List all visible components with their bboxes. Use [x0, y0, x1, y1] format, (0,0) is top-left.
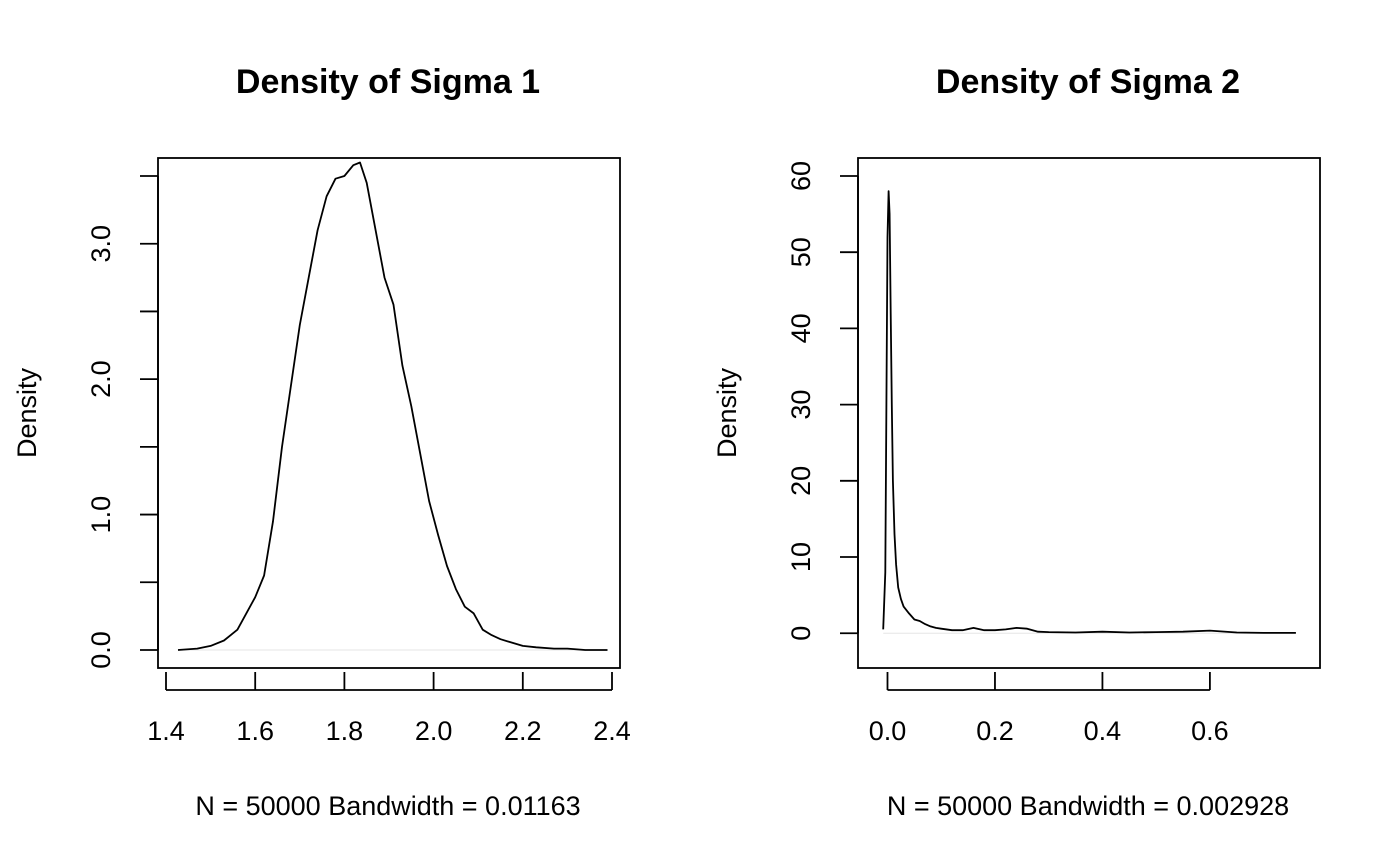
- series-group: [882, 190, 1296, 634]
- series-group: [177, 161, 608, 651]
- x-tick-label: 0.6: [1191, 716, 1229, 746]
- y-tick-label: 50: [786, 237, 816, 267]
- x-tick-label: 2.4: [593, 716, 631, 746]
- y-tick-label: 1.0: [86, 496, 116, 534]
- y-tick-label: 0.0: [86, 631, 116, 669]
- plot-frame: [857, 157, 1321, 669]
- y-tick-label: 20: [786, 466, 816, 496]
- x-tick-label: 2.2: [504, 716, 542, 746]
- x-tick-label: 1.4: [147, 716, 185, 746]
- x-tick-label: 2.0: [415, 716, 453, 746]
- density-line: [177, 161, 608, 651]
- density-panel-sigma-1: Density of Sigma 1 1.4 1.6 1.8 2.0 2.2 2.4 0.…: [12, 63, 631, 821]
- chart-title: Density of Sigma 1: [236, 63, 540, 101]
- x-tick-label: 1.8: [326, 716, 364, 746]
- x-tick-label: 0.4: [1084, 716, 1122, 746]
- x-tick-label: 0.0: [869, 716, 907, 746]
- x-axis: 1.4 1.6 1.8 2.0 2.2 2.4: [147, 672, 631, 746]
- y-axis: 0 10 20 30 40 50 60: [786, 161, 859, 641]
- x-axis: 0.0 0.2 0.4 0.6: [869, 672, 1229, 746]
- x-tick-label: 1.6: [236, 716, 274, 746]
- x-axis-label: N = 50000 Bandwidth = 0.01163: [195, 791, 580, 821]
- y-axis-label: Density: [712, 367, 742, 458]
- y-tick-label: 10: [786, 542, 816, 572]
- x-tick-label: 0.2: [976, 716, 1014, 746]
- chart-title: Density of Sigma 2: [936, 63, 1240, 101]
- y-tick-label: 40: [786, 313, 816, 343]
- density-line: [882, 190, 1296, 634]
- x-axis-label: N = 50000 Bandwidth = 0.002928: [887, 791, 1289, 821]
- y-axis: 0.0 1.0 2.0 3.0: [86, 175, 159, 669]
- density-panel-sigma-2: Density of Sigma 2 0.0 0.2 0.4 0.6 0 10 20 30 4…: [712, 63, 1321, 821]
- y-tick-label: 60: [786, 161, 816, 191]
- plot-frame: [157, 157, 621, 669]
- y-tick-label: 0: [786, 626, 816, 641]
- y-tick-label: 3.0: [86, 225, 116, 263]
- y-axis-label: Density: [12, 367, 42, 458]
- y-tick-label: 30: [786, 390, 816, 420]
- y-tick-label: 2.0: [86, 360, 116, 398]
